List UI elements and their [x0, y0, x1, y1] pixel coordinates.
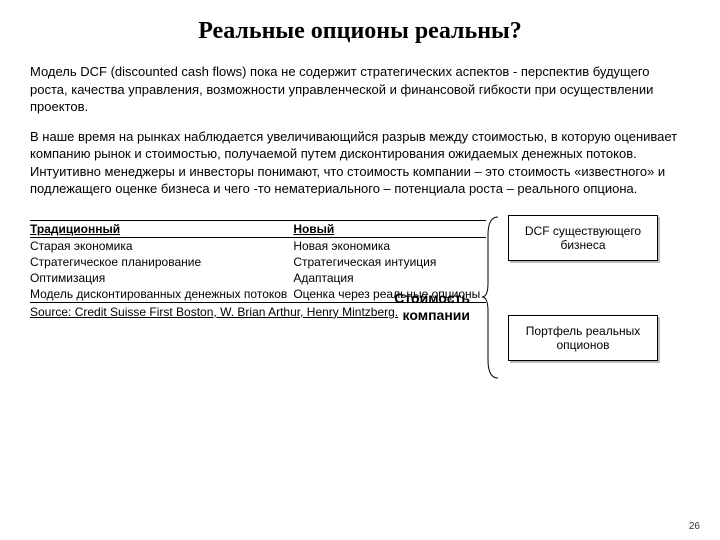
slide-title: Реальные опционы реальны? [30, 18, 690, 45]
table-cell: Новая экономика [293, 237, 486, 254]
page-number: 26 [689, 521, 700, 532]
brace-icon [480, 215, 502, 380]
value-label-line2: компании [403, 307, 470, 323]
paragraph-1: Модель DCF (discounted cash flows) пока … [30, 63, 690, 116]
table-header-right: Новый [293, 220, 486, 237]
table-cell: Стратегическая интуиция [293, 254, 486, 270]
table-cell: Адаптация [293, 270, 486, 286]
paragraph-2: В наше время на рынках наблюдается увели… [30, 128, 690, 198]
value-label-line1: Стоимость [394, 290, 470, 306]
table-row: Старая экономика Новая экономика [30, 237, 486, 254]
table-cell: Стратегическое планирование [30, 254, 293, 270]
table-cell: Старая экономика [30, 237, 293, 254]
table-row: Оптимизация Адаптация [30, 270, 486, 286]
value-label: Стоимость компании [370, 290, 470, 324]
table-cell: Оптимизация [30, 270, 293, 286]
options-portfolio-box: Портфель реальных опционов [508, 315, 658, 361]
table-header-left: Традиционный [30, 220, 293, 237]
table-row: Стратегическое планирование Стратегическ… [30, 254, 486, 270]
dcf-box: DCF существующего бизнеса [508, 215, 658, 261]
lower-section: Традиционный Новый Старая экономика Нова… [30, 210, 690, 390]
table-header-row: Традиционный Новый [30, 220, 486, 237]
table-cell: Модель дисконтированных денежных потоков [30, 286, 293, 303]
